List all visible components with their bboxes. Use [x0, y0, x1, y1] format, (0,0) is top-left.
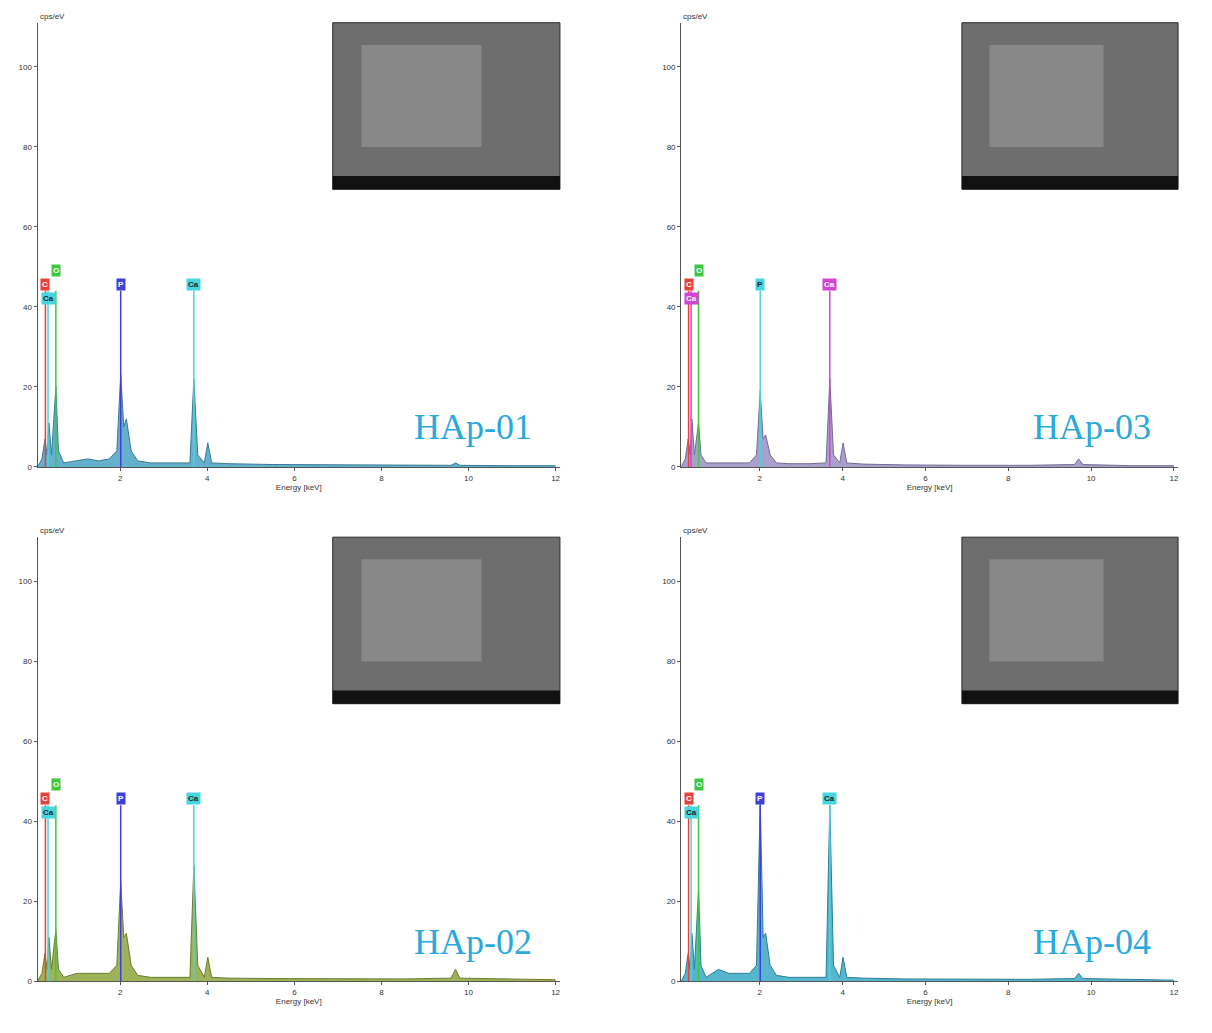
svg-text:10: 10 — [1087, 988, 1096, 997]
svg-text:2: 2 — [118, 474, 123, 483]
svg-text:6: 6 — [923, 988, 928, 997]
svg-text:40: 40 — [23, 817, 32, 826]
svg-text:0: 0 — [671, 977, 676, 986]
svg-text:8: 8 — [379, 474, 384, 483]
svg-text:2: 2 — [758, 474, 763, 483]
svg-text:10: 10 — [1087, 474, 1096, 483]
svg-text:O: O — [696, 266, 702, 275]
svg-text:6: 6 — [923, 474, 928, 483]
svg-text:100: 100 — [19, 63, 33, 72]
svg-text:C: C — [42, 794, 48, 803]
svg-text:Ca: Ca — [824, 794, 835, 803]
svg-text:40: 40 — [667, 817, 676, 826]
svg-text:Energy [keV]: Energy [keV] — [276, 997, 322, 1006]
svg-text:P: P — [118, 280, 124, 289]
svg-text:80: 80 — [23, 657, 32, 666]
svg-text:cps/eV: cps/eV — [40, 12, 65, 21]
svg-text:Ca: Ca — [43, 808, 54, 817]
svg-text:HAp-01: HAp-01 — [414, 407, 532, 447]
svg-text:cps/eV: cps/eV — [683, 526, 708, 535]
svg-text:4: 4 — [205, 474, 210, 483]
svg-text:C: C — [686, 794, 692, 803]
svg-text:Energy [keV]: Energy [keV] — [907, 483, 953, 492]
svg-text:Ca: Ca — [188, 794, 199, 803]
svg-text:100: 100 — [662, 63, 676, 72]
svg-text:HAp-03: HAp-03 — [1033, 407, 1151, 447]
svg-text:0: 0 — [28, 463, 33, 472]
svg-text:100: 100 — [19, 577, 33, 586]
svg-text:20: 20 — [667, 383, 676, 392]
svg-text:60: 60 — [667, 223, 676, 232]
svg-text:2: 2 — [758, 988, 763, 997]
svg-text:100: 100 — [662, 577, 676, 586]
svg-text:10: 10 — [464, 988, 473, 997]
svg-text:HAp-02: HAp-02 — [414, 922, 532, 962]
svg-text:Ca: Ca — [686, 294, 697, 303]
svg-text:P: P — [757, 794, 763, 803]
svg-text:Ca: Ca — [686, 808, 697, 817]
svg-text:cps/eV: cps/eV — [40, 526, 65, 535]
svg-text:6: 6 — [292, 988, 297, 997]
svg-text:6: 6 — [292, 474, 297, 483]
svg-text:P: P — [757, 280, 763, 289]
svg-text:Ca: Ca — [824, 280, 835, 289]
svg-text:8: 8 — [1006, 474, 1011, 483]
svg-text:8: 8 — [1006, 988, 1011, 997]
svg-text:2: 2 — [118, 988, 123, 997]
svg-text:HAp-04: HAp-04 — [1033, 922, 1151, 962]
svg-text:Energy [keV]: Energy [keV] — [276, 483, 322, 492]
svg-text:20: 20 — [667, 897, 676, 906]
svg-text:C: C — [42, 280, 48, 289]
svg-text:40: 40 — [667, 303, 676, 312]
svg-text:8: 8 — [379, 988, 384, 997]
svg-text:0: 0 — [671, 463, 676, 472]
svg-text:O: O — [53, 266, 59, 275]
svg-text:80: 80 — [667, 143, 676, 152]
svg-text:60: 60 — [667, 737, 676, 746]
svg-text:4: 4 — [840, 988, 845, 997]
svg-text:cps/eV: cps/eV — [683, 12, 708, 21]
svg-text:Energy [keV]: Energy [keV] — [907, 997, 953, 1006]
svg-text:12: 12 — [551, 474, 560, 483]
svg-text:4: 4 — [840, 474, 845, 483]
svg-text:80: 80 — [667, 657, 676, 666]
svg-text:C: C — [686, 280, 692, 289]
svg-text:60: 60 — [23, 737, 32, 746]
svg-text:Ca: Ca — [43, 294, 54, 303]
svg-text:O: O — [696, 780, 702, 789]
svg-text:80: 80 — [23, 143, 32, 152]
svg-text:12: 12 — [1169, 474, 1178, 483]
svg-text:60: 60 — [23, 223, 32, 232]
svg-text:4: 4 — [205, 988, 210, 997]
svg-text:O: O — [53, 780, 59, 789]
svg-text:40: 40 — [23, 303, 32, 312]
svg-text:10: 10 — [464, 474, 473, 483]
svg-text:20: 20 — [23, 897, 32, 906]
svg-text:Ca: Ca — [188, 280, 199, 289]
svg-text:12: 12 — [1169, 988, 1178, 997]
svg-text:20: 20 — [23, 383, 32, 392]
svg-text:0: 0 — [28, 977, 33, 986]
svg-text:12: 12 — [551, 988, 560, 997]
svg-text:P: P — [118, 794, 124, 803]
